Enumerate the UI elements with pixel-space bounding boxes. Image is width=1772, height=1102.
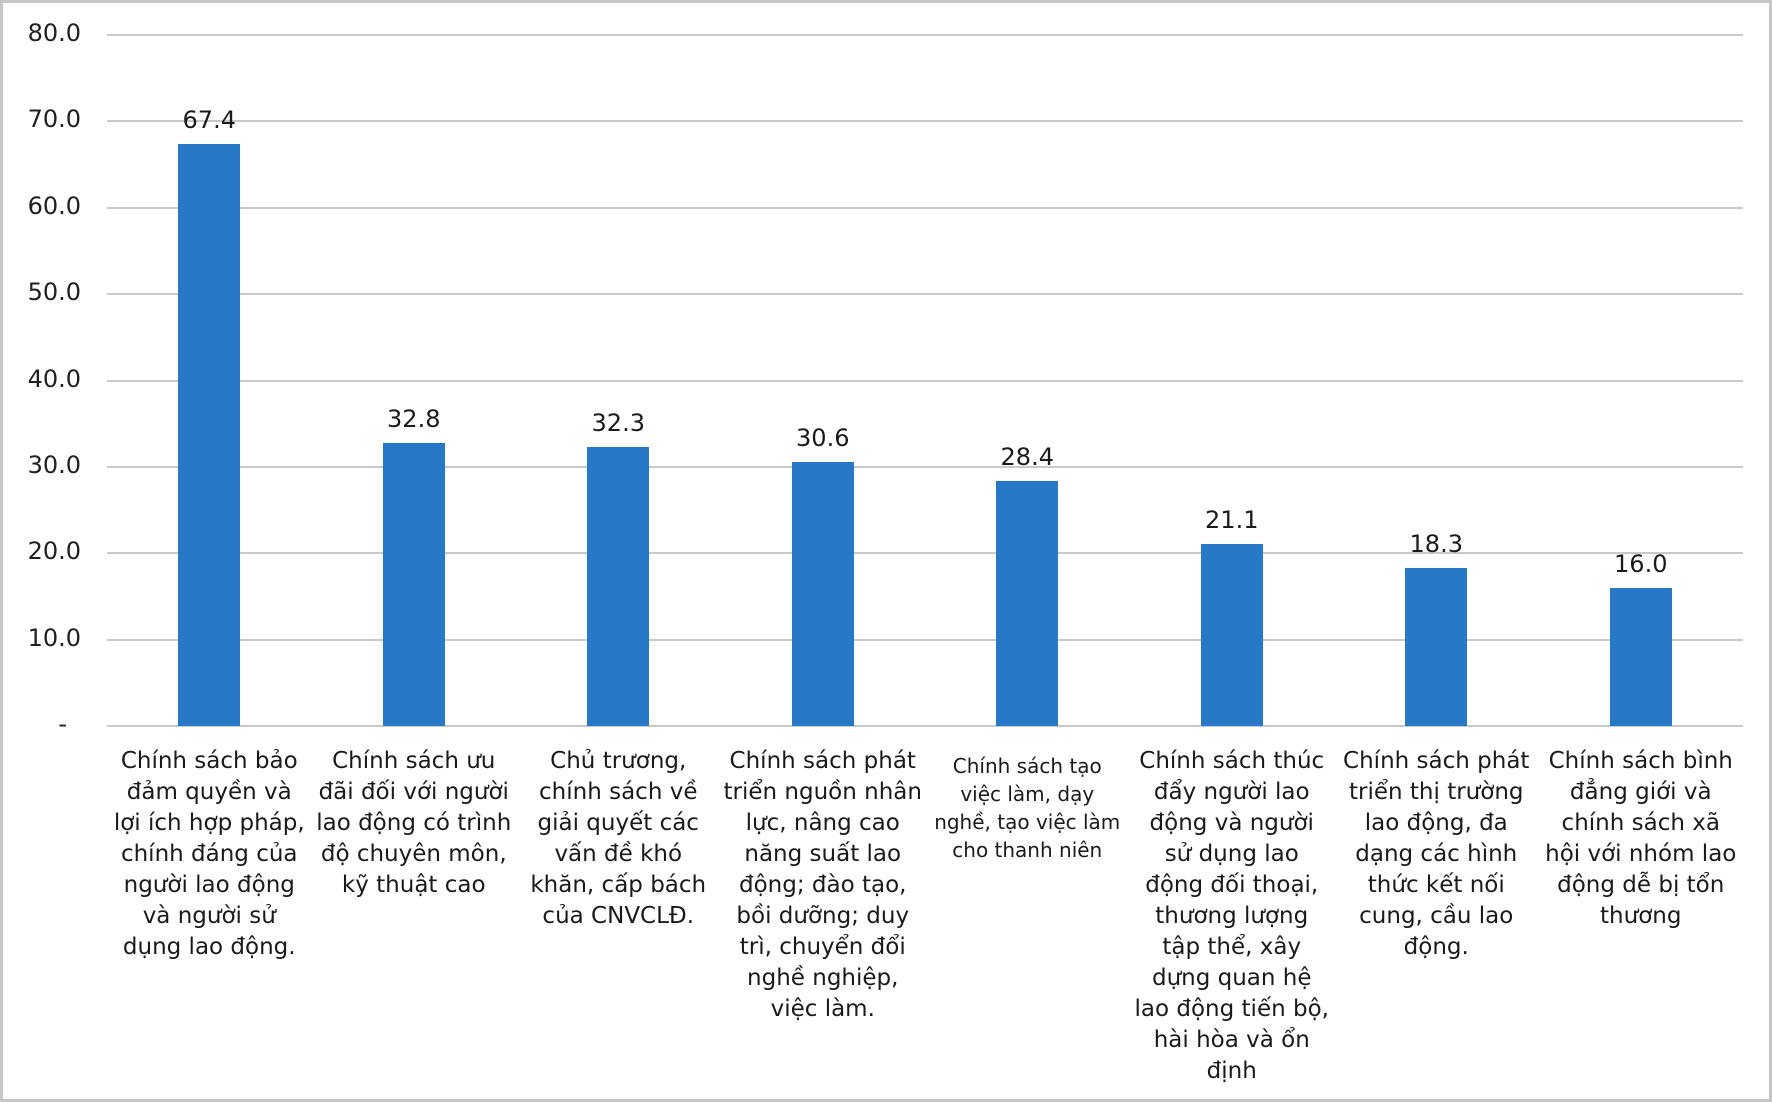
bar-value-label-5: 28.4	[1000, 442, 1054, 471]
gridline-40	[107, 379, 1743, 382]
y-axis-tick-label-10: 10.0	[27, 623, 81, 652]
bar-7	[1405, 567, 1468, 726]
gridline-70	[107, 120, 1743, 123]
y-axis-tick-label-0: -	[58, 710, 67, 738]
category-label-1: Chính sách bảo đảm quyền và lợi ích hợp …	[113, 748, 305, 960]
gridline-30	[107, 465, 1743, 468]
bar-4	[791, 461, 854, 726]
category-label-5: Chính sách tạo việc làm, dạy nghề, tạo v…	[934, 754, 1121, 862]
bar-1	[178, 143, 241, 726]
gridline-20	[107, 552, 1743, 555]
bar-value-label-3: 32.3	[591, 409, 645, 438]
category-label-2: Chính sách ưu đãi đối với người lao động…	[316, 748, 512, 898]
bar-value-label-2: 32.8	[387, 404, 441, 433]
gridline-0	[107, 725, 1743, 727]
bar-value-label-7: 18.3	[1409, 529, 1463, 558]
y-axis-tick-label-50: 50.0	[27, 278, 81, 307]
bar-value-label-6: 21.1	[1205, 505, 1259, 534]
category-label-8: Chính sách bình đẳng giới và chính sách …	[1545, 748, 1737, 929]
category-label-3: Chủ trương, chính sách về giải quyết các…	[530, 748, 707, 929]
bar-value-label-1: 67.4	[182, 105, 236, 134]
bar-2	[382, 442, 445, 726]
y-axis-tick-label-40: 40.0	[27, 364, 81, 393]
bar-5	[996, 480, 1059, 726]
bar-3	[587, 447, 650, 726]
bar-value-label-8: 16.0	[1614, 549, 1668, 578]
gridline-10	[107, 638, 1743, 641]
bar-8	[1609, 587, 1672, 726]
y-axis-tick-label-60: 60.0	[27, 191, 81, 220]
gridline-60	[107, 206, 1743, 209]
y-axis-tick-label-20: 20.0	[27, 537, 81, 566]
category-label-6: Chính sách thúc đẩy người lao động và ng…	[1134, 748, 1329, 1084]
y-axis-tick-label-80: 80.0	[27, 19, 81, 47]
bar-6	[1200, 543, 1263, 726]
bar-value-label-4: 30.6	[796, 423, 850, 452]
category-label-7: Chính sách phát triển thị trường lao độn…	[1343, 748, 1530, 960]
y-axis-tick-label-70: 70.0	[27, 105, 81, 134]
y-axis-tick-label-30: 30.0	[27, 450, 81, 479]
plot-area: 67.4 32.8 32.3 30.6 28.4 21.1 18.3 16.0	[107, 34, 1743, 727]
gridline-50	[107, 293, 1743, 296]
category-label-4: Chính sách phát triển nguồn nhân lực, nâ…	[723, 748, 922, 1022]
gridline-80	[107, 34, 1743, 36]
